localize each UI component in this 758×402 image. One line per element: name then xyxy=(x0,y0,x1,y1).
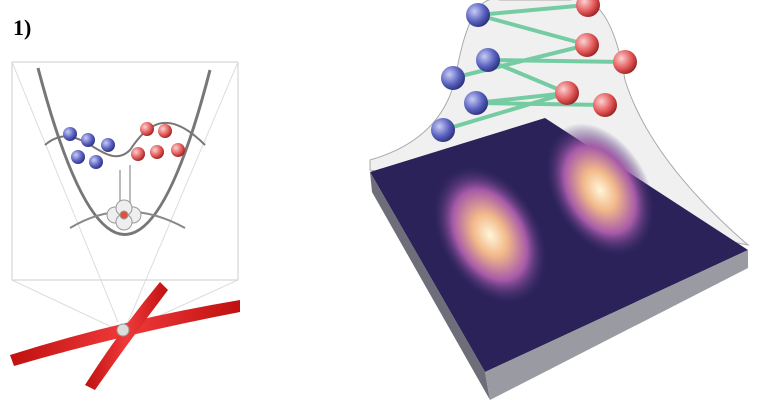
trap-curve xyxy=(36,67,212,236)
red-atoms xyxy=(131,122,185,161)
left-panel xyxy=(10,61,240,390)
bonds xyxy=(442,3,626,132)
panel-label: 1) xyxy=(13,15,32,40)
density-peak xyxy=(432,165,548,305)
slab-left xyxy=(370,172,490,400)
right-panel xyxy=(369,0,750,400)
projection xyxy=(11,61,239,331)
red-atoms xyxy=(555,0,637,117)
lasers xyxy=(10,282,240,390)
blue-atoms xyxy=(431,3,500,142)
density-peak xyxy=(545,123,655,257)
box xyxy=(11,61,239,281)
blue-atoms xyxy=(63,127,115,169)
atom-cluster xyxy=(106,199,142,231)
slab-front xyxy=(485,250,748,400)
